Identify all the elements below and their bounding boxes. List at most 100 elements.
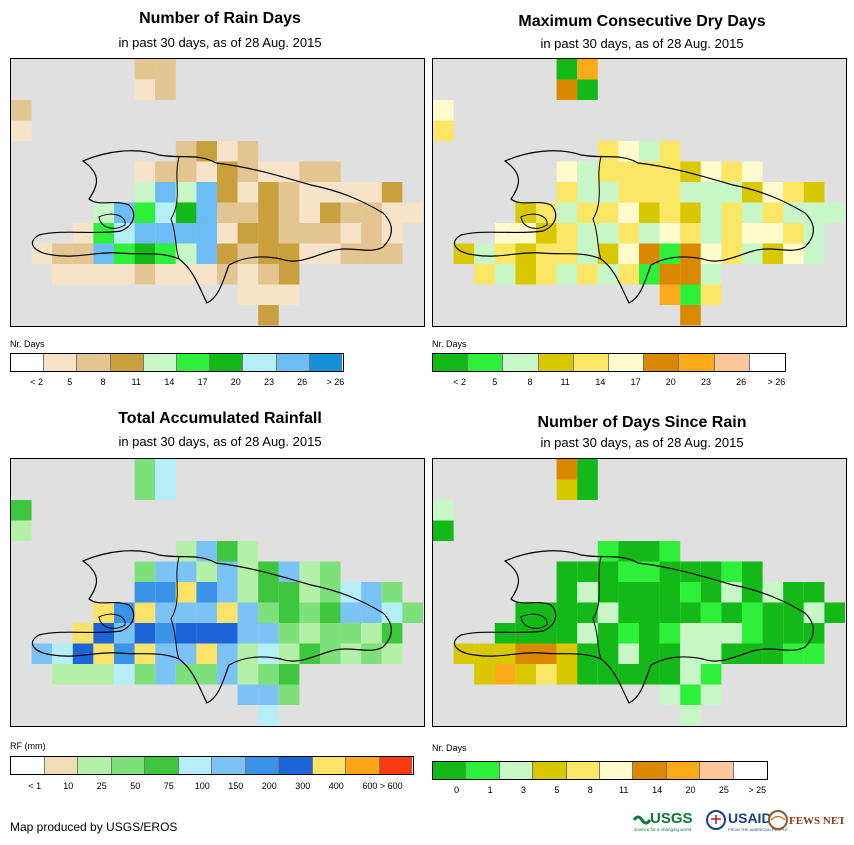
grid-cell (762, 623, 784, 644)
grid-cell (618, 664, 639, 685)
grid-cell (577, 664, 598, 685)
legend-label: 0 (454, 785, 460, 795)
grid-cell (618, 243, 639, 264)
legend-swatch (633, 762, 667, 779)
legend-label: 150 (228, 781, 244, 791)
grid-cell (381, 202, 403, 223)
grid-cell (659, 202, 681, 223)
grid-cell (278, 684, 300, 705)
grid-cell (381, 582, 403, 603)
grid-cell (134, 264, 156, 285)
grid-cell (278, 582, 300, 603)
grid-cell (577, 582, 598, 603)
grid-cell (134, 623, 156, 644)
grid-cell (134, 602, 156, 623)
usgs-wordmark: USGS (650, 810, 693, 827)
grid-cell (556, 182, 578, 203)
grid-cell (258, 182, 279, 203)
grid-cell (320, 161, 341, 182)
legend-label: 11 (619, 785, 629, 795)
legend-swatch (309, 354, 342, 371)
grid-cell (72, 264, 94, 285)
grid-cell (320, 561, 341, 582)
grid-cell (299, 561, 320, 582)
legend-title: Nr. Days (432, 339, 467, 349)
map-rain-days (10, 58, 425, 327)
legend-label: 8 (587, 785, 593, 795)
grid-cell (680, 243, 701, 264)
panel-subtitle: in past 30 days, as of 28 Aug. 2015 (540, 36, 744, 51)
grid-cell (803, 623, 825, 644)
grid-cell (659, 623, 681, 644)
grid-cell (258, 264, 279, 285)
legend-swatch (533, 762, 567, 779)
grid-cell (577, 202, 598, 223)
grid-cell (196, 182, 217, 203)
fews-wordmark: FEWS NET (789, 815, 844, 827)
grid-cell (474, 264, 495, 285)
legend-swatch (145, 757, 179, 774)
grid-cell (155, 643, 176, 664)
grid-cell (700, 182, 722, 203)
grid-cell (659, 182, 681, 203)
legend-label: 14 (652, 785, 663, 795)
legend-swatch (212, 757, 246, 774)
grid-cell (659, 223, 681, 244)
grid-cell (278, 202, 300, 223)
grid-cell (742, 243, 763, 264)
grid-cell (494, 243, 516, 264)
grid-cell (659, 602, 681, 623)
grid-cell (299, 602, 320, 623)
grid-cell (721, 202, 742, 223)
grid-cell (196, 541, 217, 562)
grid-cell (278, 643, 300, 664)
coastline (453, 150, 814, 304)
grid-cell (340, 243, 362, 264)
grid-cell (536, 623, 557, 644)
grid-cell (340, 582, 362, 603)
grid-cell (700, 284, 722, 305)
legend-label: 8 (527, 377, 533, 387)
grid-cell (577, 161, 598, 182)
grid-cell (278, 664, 300, 685)
grid-cell (217, 264, 238, 285)
grid-cell (680, 264, 701, 285)
gonave-island (98, 613, 126, 629)
grid-cell (258, 643, 279, 664)
grid-cell (134, 561, 156, 582)
grid-cell (237, 202, 259, 223)
legend-label: 10 (63, 781, 74, 791)
grid-cell (618, 264, 639, 285)
grid-cell (361, 623, 382, 644)
grid-cell (742, 602, 763, 623)
grid-cell (299, 161, 320, 182)
grid-cell (453, 243, 475, 264)
legend-title: Nr. Days (432, 743, 467, 753)
grid-cell (93, 202, 114, 223)
grid-cell (134, 582, 156, 603)
grid-cell (680, 705, 701, 726)
legend-title: RF (mm) (10, 741, 46, 751)
grid-cell (783, 202, 804, 223)
grid-cell (515, 602, 536, 623)
grid-cell (515, 243, 536, 264)
grid-cell (217, 602, 238, 623)
grid-cell (536, 223, 557, 244)
grid-cell (618, 602, 639, 623)
grid-cell (361, 182, 382, 203)
grid-cell (721, 643, 742, 664)
grid-cell (618, 541, 639, 562)
grid-cell (639, 561, 660, 582)
grid-cell (742, 643, 763, 664)
grid-cell (515, 202, 536, 223)
grid-cell (93, 243, 114, 264)
grid-cell (258, 664, 279, 685)
grid-cell (299, 582, 320, 603)
map-grid (11, 59, 423, 326)
grid-cell (762, 182, 784, 203)
legend-swatch (666, 762, 701, 779)
legend-swatch (599, 762, 634, 779)
legend-swatch (433, 354, 469, 371)
legend-swatch (110, 354, 144, 371)
grid-cell (155, 664, 176, 685)
